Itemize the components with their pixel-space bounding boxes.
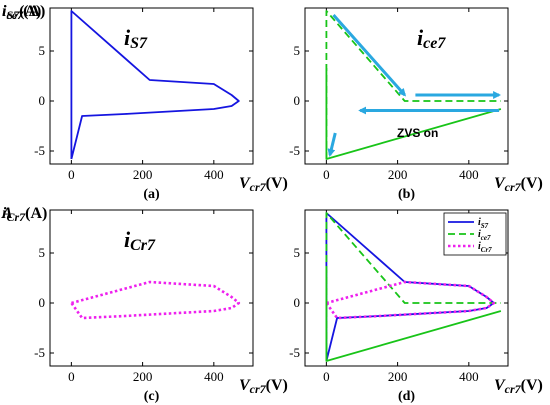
panel-caption: (a) [143, 187, 160, 202]
y-tick-label: 0 [39, 93, 46, 108]
plot-frame [304, 7, 509, 165]
y-axis-label: A [1, 205, 13, 222]
x-tick-label: 200 [133, 369, 153, 384]
x-axis-label: Vcr7(V) [494, 175, 543, 194]
y-tick-label: -5 [34, 345, 45, 360]
y-axis-label: iS7(A) [2, 3, 41, 22]
legend-entry: ice7 [478, 229, 491, 242]
y-tick-label: 5 [294, 245, 301, 260]
y-tick-label: 5 [39, 43, 46, 58]
panel-caption: (c) [144, 389, 160, 404]
x-tick-label: 400 [204, 167, 224, 182]
chart-title: iS7 [124, 25, 148, 52]
x-tick-label: 0 [323, 167, 330, 182]
y-tick-label: 0 [294, 93, 301, 108]
series-line-Cr7 [325, 280, 496, 320]
chart-a: 5 0 -5 0 200 400 iS7(A) Vcr7(V) (a) iS7 [2, 3, 288, 202]
x-axis-label: Vcr7(V) [239, 175, 288, 194]
x-tick-label: 0 [68, 369, 75, 384]
x-tick-label: 400 [204, 369, 224, 384]
legend-entry: iCr7 [478, 241, 492, 254]
y-tick-label: 0 [294, 295, 301, 310]
x-tick-label: 400 [459, 369, 479, 384]
series-line-S7 [325, 212, 495, 362]
y-tick-label: 0 [39, 295, 46, 310]
y-tick-label: -5 [289, 143, 300, 158]
panel-caption: (d) [398, 389, 415, 404]
series-line-ice7 [325, 270, 502, 362]
y-tick-label: -5 [34, 143, 45, 158]
x-tick-label: 200 [388, 167, 408, 182]
y-tick-label: -5 [289, 345, 300, 360]
x-tick-label: 0 [323, 369, 330, 384]
chart-title: ice7 [417, 25, 446, 52]
chart-c: 5 0 -5 0 200 400 iCr7(A) Vcr7(V) (c) iCr7 [2, 205, 288, 404]
x-tick-label: 400 [459, 167, 479, 182]
plot-frame [49, 209, 254, 367]
x-tick-label: 0 [68, 167, 75, 182]
series-line-is7 [70, 10, 240, 160]
arrow-down [327, 132, 337, 157]
chart-title: iCr7 [124, 227, 156, 254]
legend-entry: iS7 [478, 217, 489, 230]
y-tick-label: 5 [39, 245, 46, 260]
chart-b: 5 0 -5 0 200 400 ice7(A) Vcr7(V) (b) ice7 ZVS on [2, 3, 543, 202]
y-axis-label: iCr7(A) [2, 205, 47, 224]
plot-frame [49, 7, 254, 165]
zvs-annotation: ZVS on [397, 126, 438, 140]
arrow-down-right [332, 14, 407, 97]
plot-frame [304, 209, 509, 367]
x-axis-label: Vcr7(V) [239, 377, 288, 396]
x-axis-label: Vcr7(V) [494, 377, 543, 396]
y-axis-label: ice7(A) [2, 3, 45, 22]
series-line-icr7 [70, 280, 241, 320]
y-tick-label: 5 [294, 43, 301, 58]
x-tick-label: 200 [388, 369, 408, 384]
series-line-ice7 [325, 68, 502, 160]
x-tick-label: 200 [133, 167, 153, 182]
panel-caption: (b) [398, 187, 415, 202]
